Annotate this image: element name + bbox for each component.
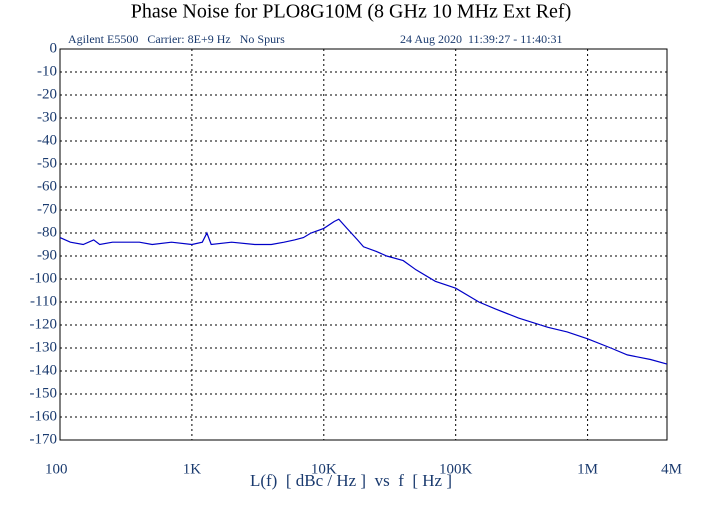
x-tick-label: 100 [45,461,68,477]
y-tick-label: -100 [30,270,58,286]
y-tick-label: -130 [30,339,58,355]
chart-title: Phase Noise for PLO8G10M (8 GHz 10 MHz E… [131,1,572,23]
y-tick-label: -20 [37,86,57,102]
header-left: Agilent E5500 Carrier: 8E+9 Hz No Spurs [68,32,285,46]
x-tick-label: 100K [439,461,473,477]
y-tick-label: -150 [30,385,58,401]
y-tick-label: -120 [30,316,58,332]
x-tick-label: 4M [661,461,682,477]
x-tick-label: 1K [183,461,202,477]
x-tick-label: 1M [577,461,598,477]
y-tick-label: -140 [30,362,58,378]
y-tick-label: -60 [37,178,57,194]
y-tick-label: -10 [37,63,57,79]
y-tick-label: -40 [37,132,57,148]
y-tick-label: -90 [37,247,57,263]
x-axis-label: L(f) [ dBc / Hz ] vs f [ Hz ] [250,471,452,490]
y-tick-label: -110 [30,293,57,309]
y-tick-label: 0 [50,40,58,56]
series-line [59,218,668,365]
y-tick-label: -30 [37,109,57,125]
y-tick-label: -50 [37,155,57,171]
y-tick-label: -160 [30,408,58,424]
header-right: 24 Aug 2020 11:39:27 - 11:40:31 [400,32,562,46]
y-tick-label: -170 [30,431,58,447]
x-tick-label: 10K [311,461,337,477]
y-tick-label: -70 [37,201,57,217]
y-tick-label: -80 [37,224,57,240]
